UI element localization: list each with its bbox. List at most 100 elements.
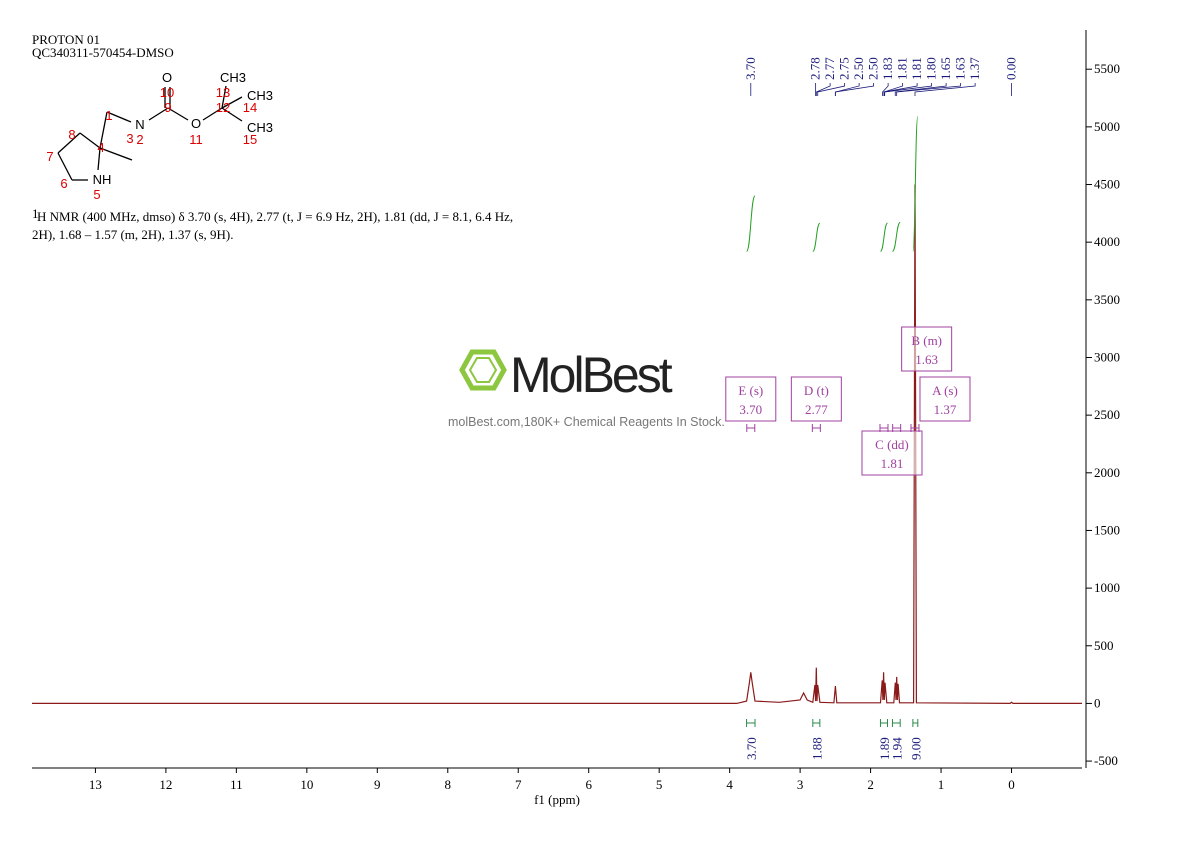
atom-label: 3 [126, 131, 133, 146]
spectrum [32, 184, 1082, 705]
watermark-brand: MolBest [510, 347, 673, 403]
multiplet-box [861, 430, 923, 476]
sample-id: QC340311-570454-DMSO [32, 45, 174, 60]
watermark-tagline: molBest.com,180K+ Chemical Reagents In S… [448, 415, 725, 429]
x-tick-label: 12 [159, 777, 172, 792]
x-tick-label: 3 [797, 777, 804, 792]
x-tick-label: 4 [726, 777, 733, 792]
atom-label: O [162, 70, 172, 85]
multiplet-name: B (m) [911, 333, 942, 348]
y-tick-label: 4500 [1094, 177, 1120, 192]
y-tick-label: -500 [1094, 753, 1118, 768]
x-tick-label: 2 [867, 777, 874, 792]
watermark-logo [459, 349, 507, 391]
y-tick-label: 2500 [1094, 407, 1120, 422]
y-tick-label: 3500 [1094, 292, 1120, 307]
integral-curve [746, 195, 756, 252]
y-tick-label: 0 [1094, 695, 1101, 710]
atom-label: 8 [68, 127, 75, 142]
x-tick-label: 1 [938, 777, 945, 792]
peak-connector [834, 83, 860, 96]
atom-label: CH3 [220, 70, 246, 85]
integral-value: 9.00 [908, 737, 923, 760]
y-tick-label: 1000 [1094, 580, 1120, 595]
multiplet-shift: 3.70 [739, 402, 762, 417]
x-tick-label: 9 [374, 777, 381, 792]
atom-label: NH [93, 172, 112, 187]
x-axis-label: f1 (ppm) [534, 792, 580, 807]
peak-connector [815, 83, 831, 96]
peak-label: 1.63 [953, 57, 968, 80]
integral-curve [879, 222, 888, 252]
nmr-description: H NMR (400 MHz, dmso) δ 3.70 (s, 4H), 2.… [37, 209, 513, 224]
x-tick-label: 8 [445, 777, 452, 792]
experiment: PROTON 01 [32, 32, 100, 47]
peak-label: 1.81 [909, 57, 924, 80]
atom-label: 15 [243, 132, 257, 147]
integral-value: 1.94 [889, 737, 904, 760]
multiplet-range [811, 424, 821, 432]
x-tick-label: 11 [230, 777, 243, 792]
integral-bracket [891, 719, 901, 727]
integral-curve [812, 222, 821, 252]
y-tick-label: 5000 [1094, 119, 1120, 134]
atom-label: 14 [243, 100, 257, 115]
nmr-description-sup: 1 [32, 206, 39, 221]
x-tick-label: 7 [515, 777, 522, 792]
atom-label: 2 [136, 132, 143, 147]
x-tick-label: 6 [585, 777, 592, 792]
atom-label: N [135, 117, 144, 132]
multiplet-shift: 1.81 [881, 456, 904, 471]
integral-value: 1.89 [877, 737, 892, 760]
atom-label: 13 [216, 85, 230, 100]
integral-bracket [812, 719, 821, 727]
multiplet-name: E (s) [738, 383, 763, 398]
peak-connector [896, 83, 962, 96]
molecule [57, 85, 243, 181]
atom-label: 5 [93, 187, 100, 202]
atom-label: 6 [60, 176, 67, 191]
multiplet-box [725, 376, 777, 422]
peak-label: 2.75 [837, 57, 852, 80]
y-tick-label: 4000 [1094, 234, 1120, 249]
atom-label: 10 [160, 85, 174, 100]
x-tick-label: 10 [300, 777, 313, 792]
x-tick-label: 13 [89, 777, 102, 792]
y-tick-label: 5500 [1094, 61, 1120, 76]
integral-bracket [912, 719, 919, 727]
peak-label: 2.77 [822, 57, 837, 80]
integral-value: 1.88 [809, 737, 824, 760]
integral-curve [912, 115, 919, 252]
peak-label: 2.50 [866, 57, 881, 80]
atom-label: 12 [216, 100, 230, 115]
multiplet-shift: 1.63 [915, 352, 938, 367]
peak-connector [894, 83, 947, 96]
peak-label: 3.70 [743, 57, 758, 80]
multiplet-shift: 1.37 [934, 402, 957, 417]
x-tick-label: 0 [1008, 777, 1015, 792]
integral-curve [891, 221, 901, 252]
multiplet-name: C (dd) [875, 437, 909, 452]
peak-connector [817, 83, 846, 96]
multiplet-name: A (s) [932, 383, 958, 398]
peak-connector [914, 83, 976, 96]
peak-connector [883, 83, 918, 96]
peak-connector [884, 83, 933, 96]
peak-label: 0.00 [1004, 57, 1019, 80]
multiplet-range [910, 424, 920, 432]
y-tick-label: 2000 [1094, 465, 1120, 480]
multiplet-shift: 2.77 [805, 402, 828, 417]
peak-label: 2.50 [851, 57, 866, 80]
integral-bracket [746, 719, 756, 727]
peak-label: 1.80 [924, 57, 939, 80]
atom-label: 11 [189, 132, 203, 147]
peak-label: 1.65 [938, 57, 953, 80]
peak-label: 1.81 [895, 57, 910, 80]
peak-label: 2.78 [808, 57, 823, 80]
peak-connector [834, 83, 875, 96]
multiplet-box [790, 376, 842, 422]
integral-value: 3.70 [744, 737, 759, 760]
multiplet-range [879, 424, 889, 432]
atom-label: CH3 [247, 88, 273, 103]
atom-label: 4 [97, 140, 104, 155]
